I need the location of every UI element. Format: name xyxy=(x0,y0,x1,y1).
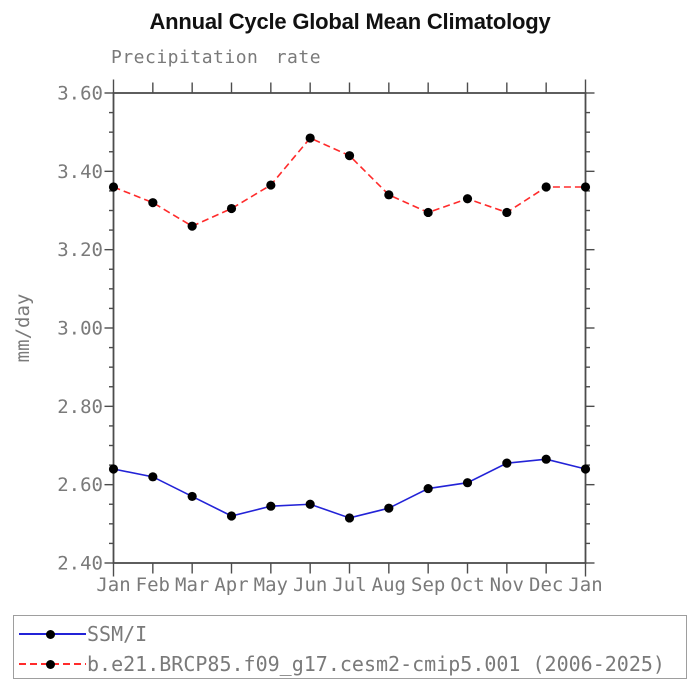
chart-title: Annual Cycle Global Mean Climatology xyxy=(149,9,551,34)
x-ticks xyxy=(112,79,587,577)
svg-text:Jul: Jul xyxy=(332,574,366,596)
series-markers-0 xyxy=(108,454,591,523)
y-major-ticks xyxy=(104,92,595,564)
series-line-0 xyxy=(113,458,586,519)
chart-subtitle: Precipitation rate xyxy=(111,47,322,68)
svg-text:Oct: Oct xyxy=(450,574,484,596)
legend-item-ssmi: SSM/I xyxy=(14,620,686,648)
svg-text:May: May xyxy=(254,574,288,596)
svg-text:2.40: 2.40 xyxy=(57,553,103,575)
svg-text:3.20: 3.20 xyxy=(57,239,103,261)
svg-text:3.40: 3.40 xyxy=(57,161,103,183)
legend-item-model: b.e21.BRCP85.f09_g17.cesm2-cmip5.001 (20… xyxy=(14,650,686,678)
svg-text:2.60: 2.60 xyxy=(57,474,103,496)
y-axis-title-text: mm/day xyxy=(12,294,34,363)
svg-text:Apr: Apr xyxy=(214,574,248,596)
svg-text:Dec: Dec xyxy=(529,574,563,596)
series-markers-1 xyxy=(108,133,591,231)
y-axis-title: mm/day xyxy=(12,294,34,363)
black-dot-marker-icon xyxy=(46,629,55,639)
legend-box: SSM/I b.e21.BRCP85.f09_g17.cesm2-cmip5.0… xyxy=(13,615,687,679)
svg-text:3.00: 3.00 xyxy=(57,318,103,340)
legend-sample-solid-blue xyxy=(19,629,86,640)
legend-label-ssmi: SSM/I xyxy=(87,622,148,646)
legend-label-model: b.e21.BRCP85.f09_g17.cesm2-cmip5.001 (20… xyxy=(87,652,665,676)
legend-sample-dashed-red xyxy=(19,659,86,670)
svg-text:Feb: Feb xyxy=(136,574,170,596)
svg-text:Aug: Aug xyxy=(372,574,406,596)
svg-text:Jan: Jan xyxy=(568,574,602,596)
y-tick-labels: 3.60 3.40 3.20 3.00 2.80 2.60 2.40 xyxy=(57,83,103,575)
black-dot-marker-icon xyxy=(46,659,55,669)
x-tick-labels: Jan Feb Mar Apr May Jun Jul Aug Sep Oct Nov Dec Jan xyxy=(96,574,602,596)
svg-text:2.80: 2.80 xyxy=(57,396,103,418)
y-minor-ticks xyxy=(109,111,590,545)
svg-text:Mar: Mar xyxy=(175,574,209,596)
svg-text:Sep: Sep xyxy=(411,574,445,596)
svg-text:Jan: Jan xyxy=(96,574,130,596)
svg-text:Nov: Nov xyxy=(490,574,524,596)
svg-text:3.60: 3.60 xyxy=(57,83,103,105)
svg-text:Jun: Jun xyxy=(293,574,327,596)
